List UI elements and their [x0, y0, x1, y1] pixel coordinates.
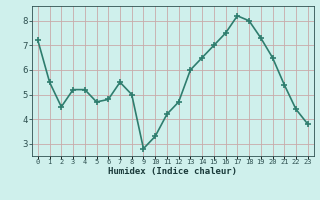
X-axis label: Humidex (Indice chaleur): Humidex (Indice chaleur) — [108, 167, 237, 176]
